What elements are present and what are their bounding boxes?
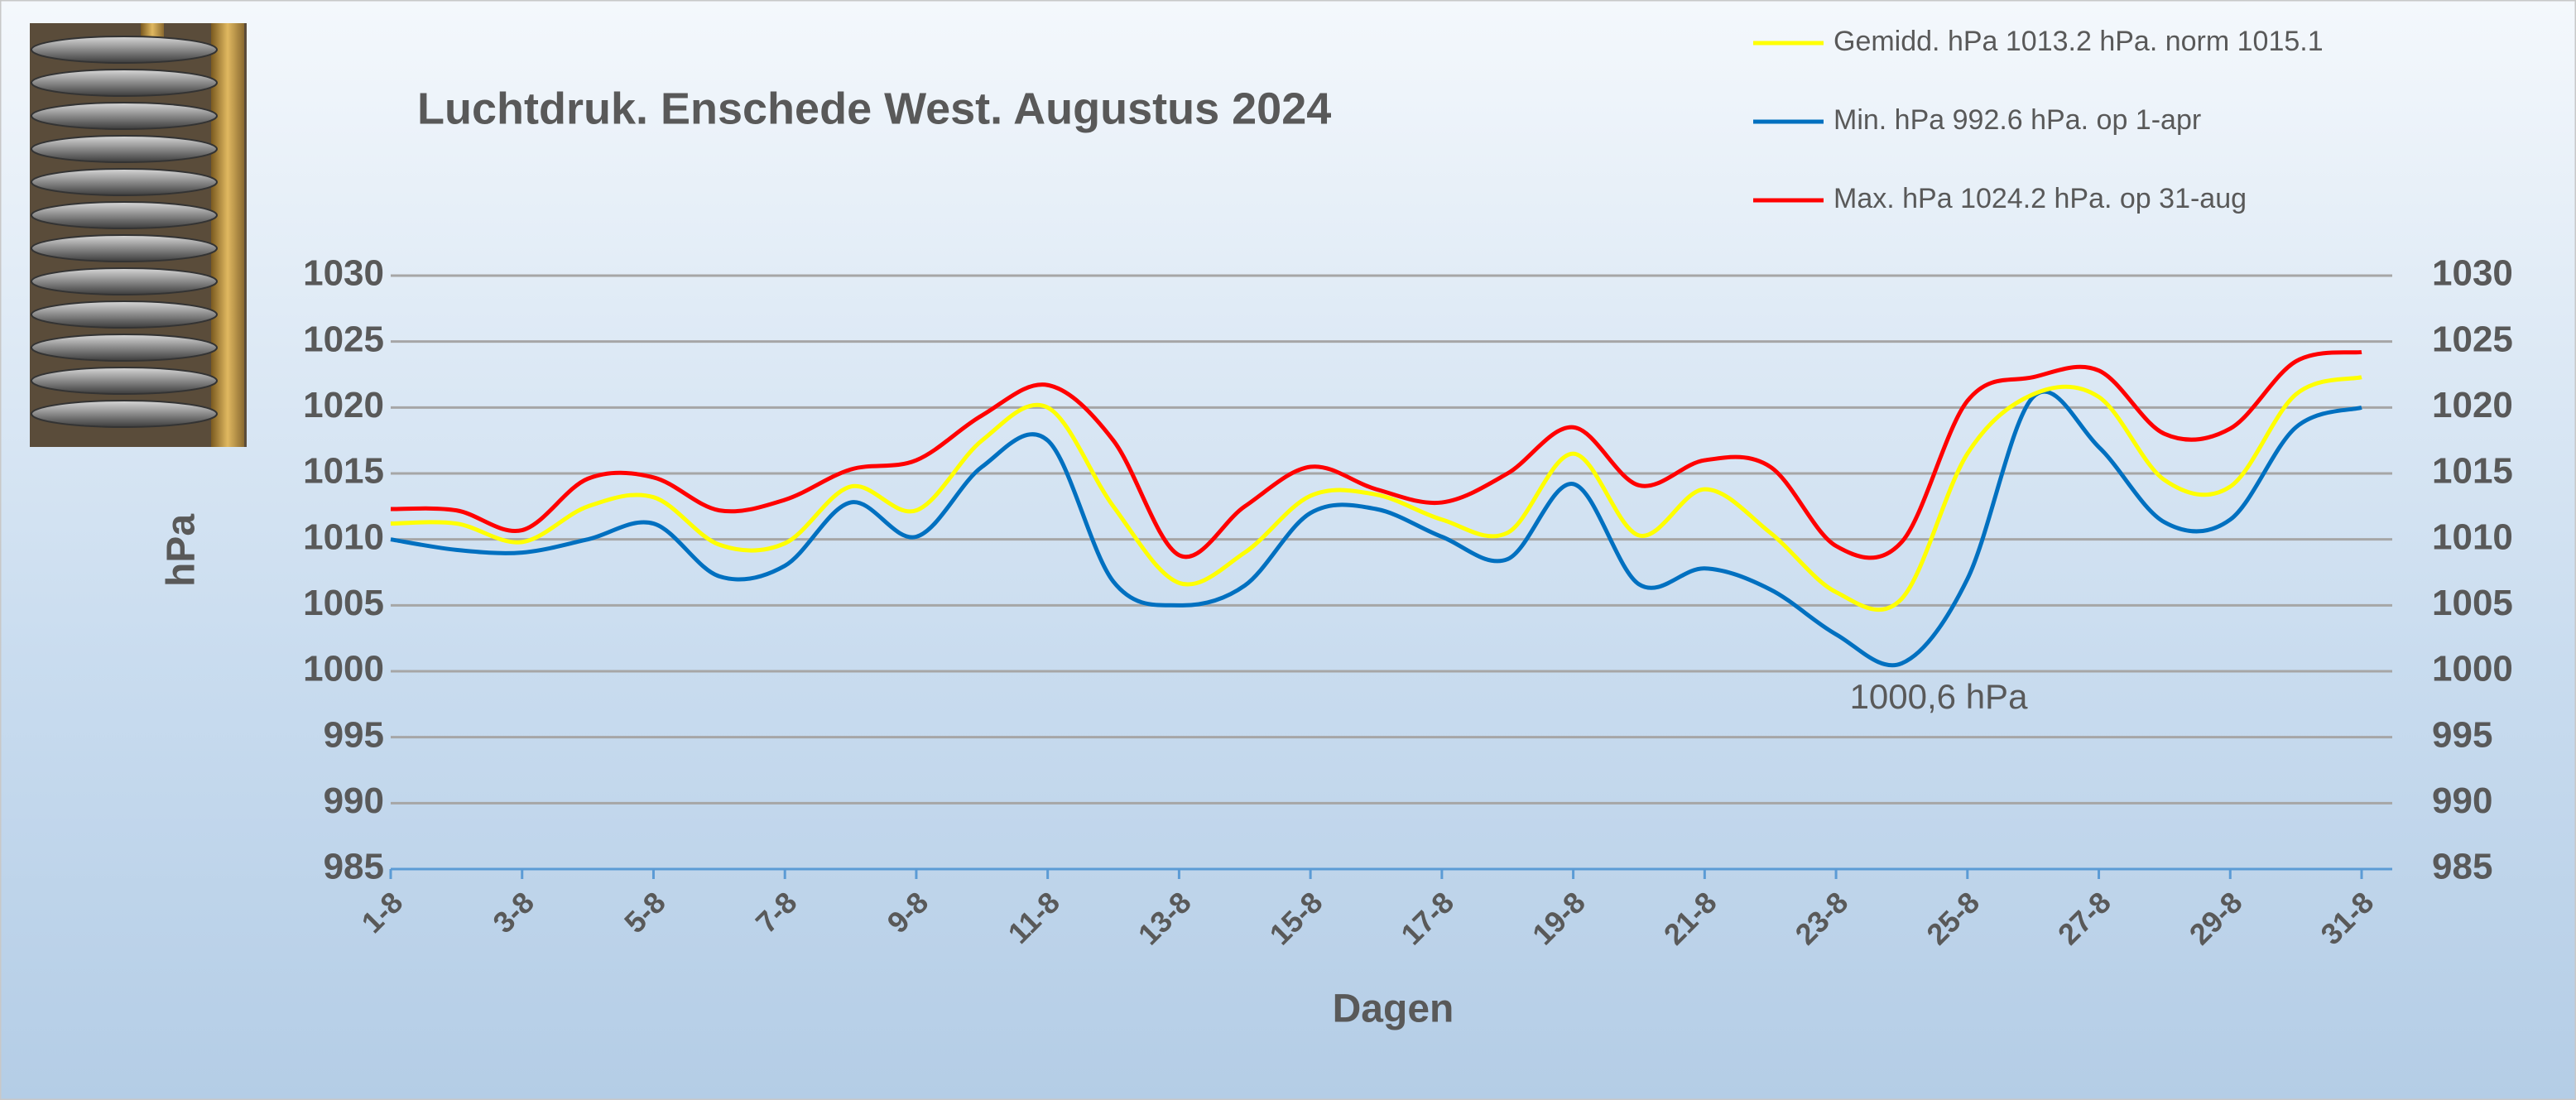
legend-label: Gemidd. hPa 1013.2 hPa. norm 1015.1: [1833, 26, 2324, 57]
y-tick-label: 1030: [303, 253, 384, 294]
legend-label: Min. hPa 992.6 hPa. op 1-apr: [1833, 104, 2201, 136]
x-axis-label: Dagen: [1333, 987, 1454, 1031]
y-tick-label: 1025: [303, 319, 384, 359]
photo-disc: [31, 201, 218, 229]
y2-tick-label: 1010: [2432, 516, 2513, 557]
photo-disc: [31, 334, 218, 362]
photo-disc: [31, 102, 218, 130]
photo-disc: [31, 367, 218, 395]
chart-title: Luchtdruk. Enschede West. Augustus 2024: [417, 84, 1331, 133]
series-line: [390, 375, 2362, 612]
y-tick-label: 1020: [303, 385, 384, 425]
y-tick-label: 1005: [303, 583, 384, 623]
photo-disc: [31, 168, 218, 196]
y2-tick-label: 990: [2432, 781, 2492, 821]
photo-disc: [31, 267, 218, 295]
photo-disc: [31, 135, 218, 163]
y2-tick-label: 995: [2432, 714, 2492, 755]
annotation: 1000,6 hPa: [1850, 677, 2029, 716]
photo-disc: [31, 36, 218, 64]
y2-tick-label: 1020: [2432, 385, 2513, 425]
y2-tick-label: 1000: [2432, 649, 2513, 689]
photo: [30, 23, 247, 447]
y2-tick-label: 1025: [2432, 319, 2513, 359]
series-line: [390, 349, 2362, 560]
y-tick-label: 990: [324, 781, 384, 821]
y-tick-label: 1015: [303, 451, 384, 492]
series-line: [390, 389, 2362, 668]
photo-disc: [31, 300, 218, 329]
y-tick-label: 995: [324, 714, 384, 755]
y-tick-label: 1000: [303, 649, 384, 689]
y-tick-label: 1010: [303, 516, 384, 557]
y2-tick-label: 985: [2432, 847, 2492, 887]
y2-tick-label: 1005: [2432, 583, 2513, 623]
photo-disc: [31, 234, 218, 262]
y2-tick-label: 1030: [2432, 253, 2513, 294]
photo-disc: [31, 69, 218, 97]
y-tick-label: 985: [324, 847, 384, 887]
y2-tick-label: 1015: [2432, 451, 2513, 492]
photo-disc: [31, 400, 218, 428]
legend-label: Max. hPa 1024.2 hPa. op 31-aug: [1833, 183, 2247, 214]
y-axis-label: hPa: [160, 514, 204, 587]
